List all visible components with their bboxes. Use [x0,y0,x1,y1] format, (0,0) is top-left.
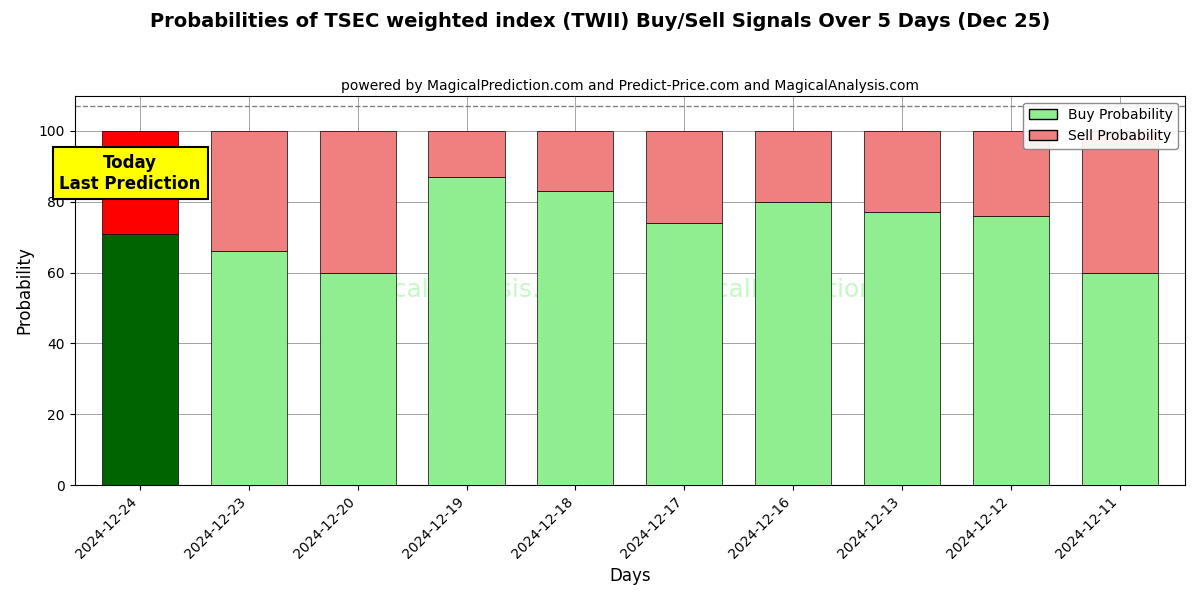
Bar [973,216,1049,485]
Bar [211,131,287,251]
Bar [102,131,178,233]
Bar [211,251,287,485]
Bar [646,223,722,485]
Bar [646,131,722,223]
Y-axis label: Probability: Probability [16,247,34,334]
Bar [973,131,1049,216]
Bar [428,177,505,485]
Bar [102,233,178,485]
Text: Today
Last Prediction: Today Last Prediction [60,154,200,193]
Bar [755,131,832,202]
Bar [538,191,613,485]
Bar [319,272,396,485]
Bar [538,131,613,191]
Bar [1081,272,1158,485]
Bar [319,131,396,272]
Title: powered by MagicalPrediction.com and Predict-Price.com and MagicalAnalysis.com: powered by MagicalPrediction.com and Pre… [341,79,919,93]
Bar [864,131,940,212]
Bar [428,131,505,177]
Text: MagicalPrediction.com: MagicalPrediction.com [655,278,937,302]
Text: Probabilities of TSEC weighted index (TWII) Buy/Sell Signals Over 5 Days (Dec 25: Probabilities of TSEC weighted index (TW… [150,12,1050,31]
Bar [1081,131,1158,272]
Text: MagicalAnalysis.com: MagicalAnalysis.com [334,278,594,302]
X-axis label: Days: Days [610,567,650,585]
Bar [755,202,832,485]
Bar [864,212,940,485]
Legend: Buy Probability, Sell Probability: Buy Probability, Sell Probability [1024,103,1178,149]
